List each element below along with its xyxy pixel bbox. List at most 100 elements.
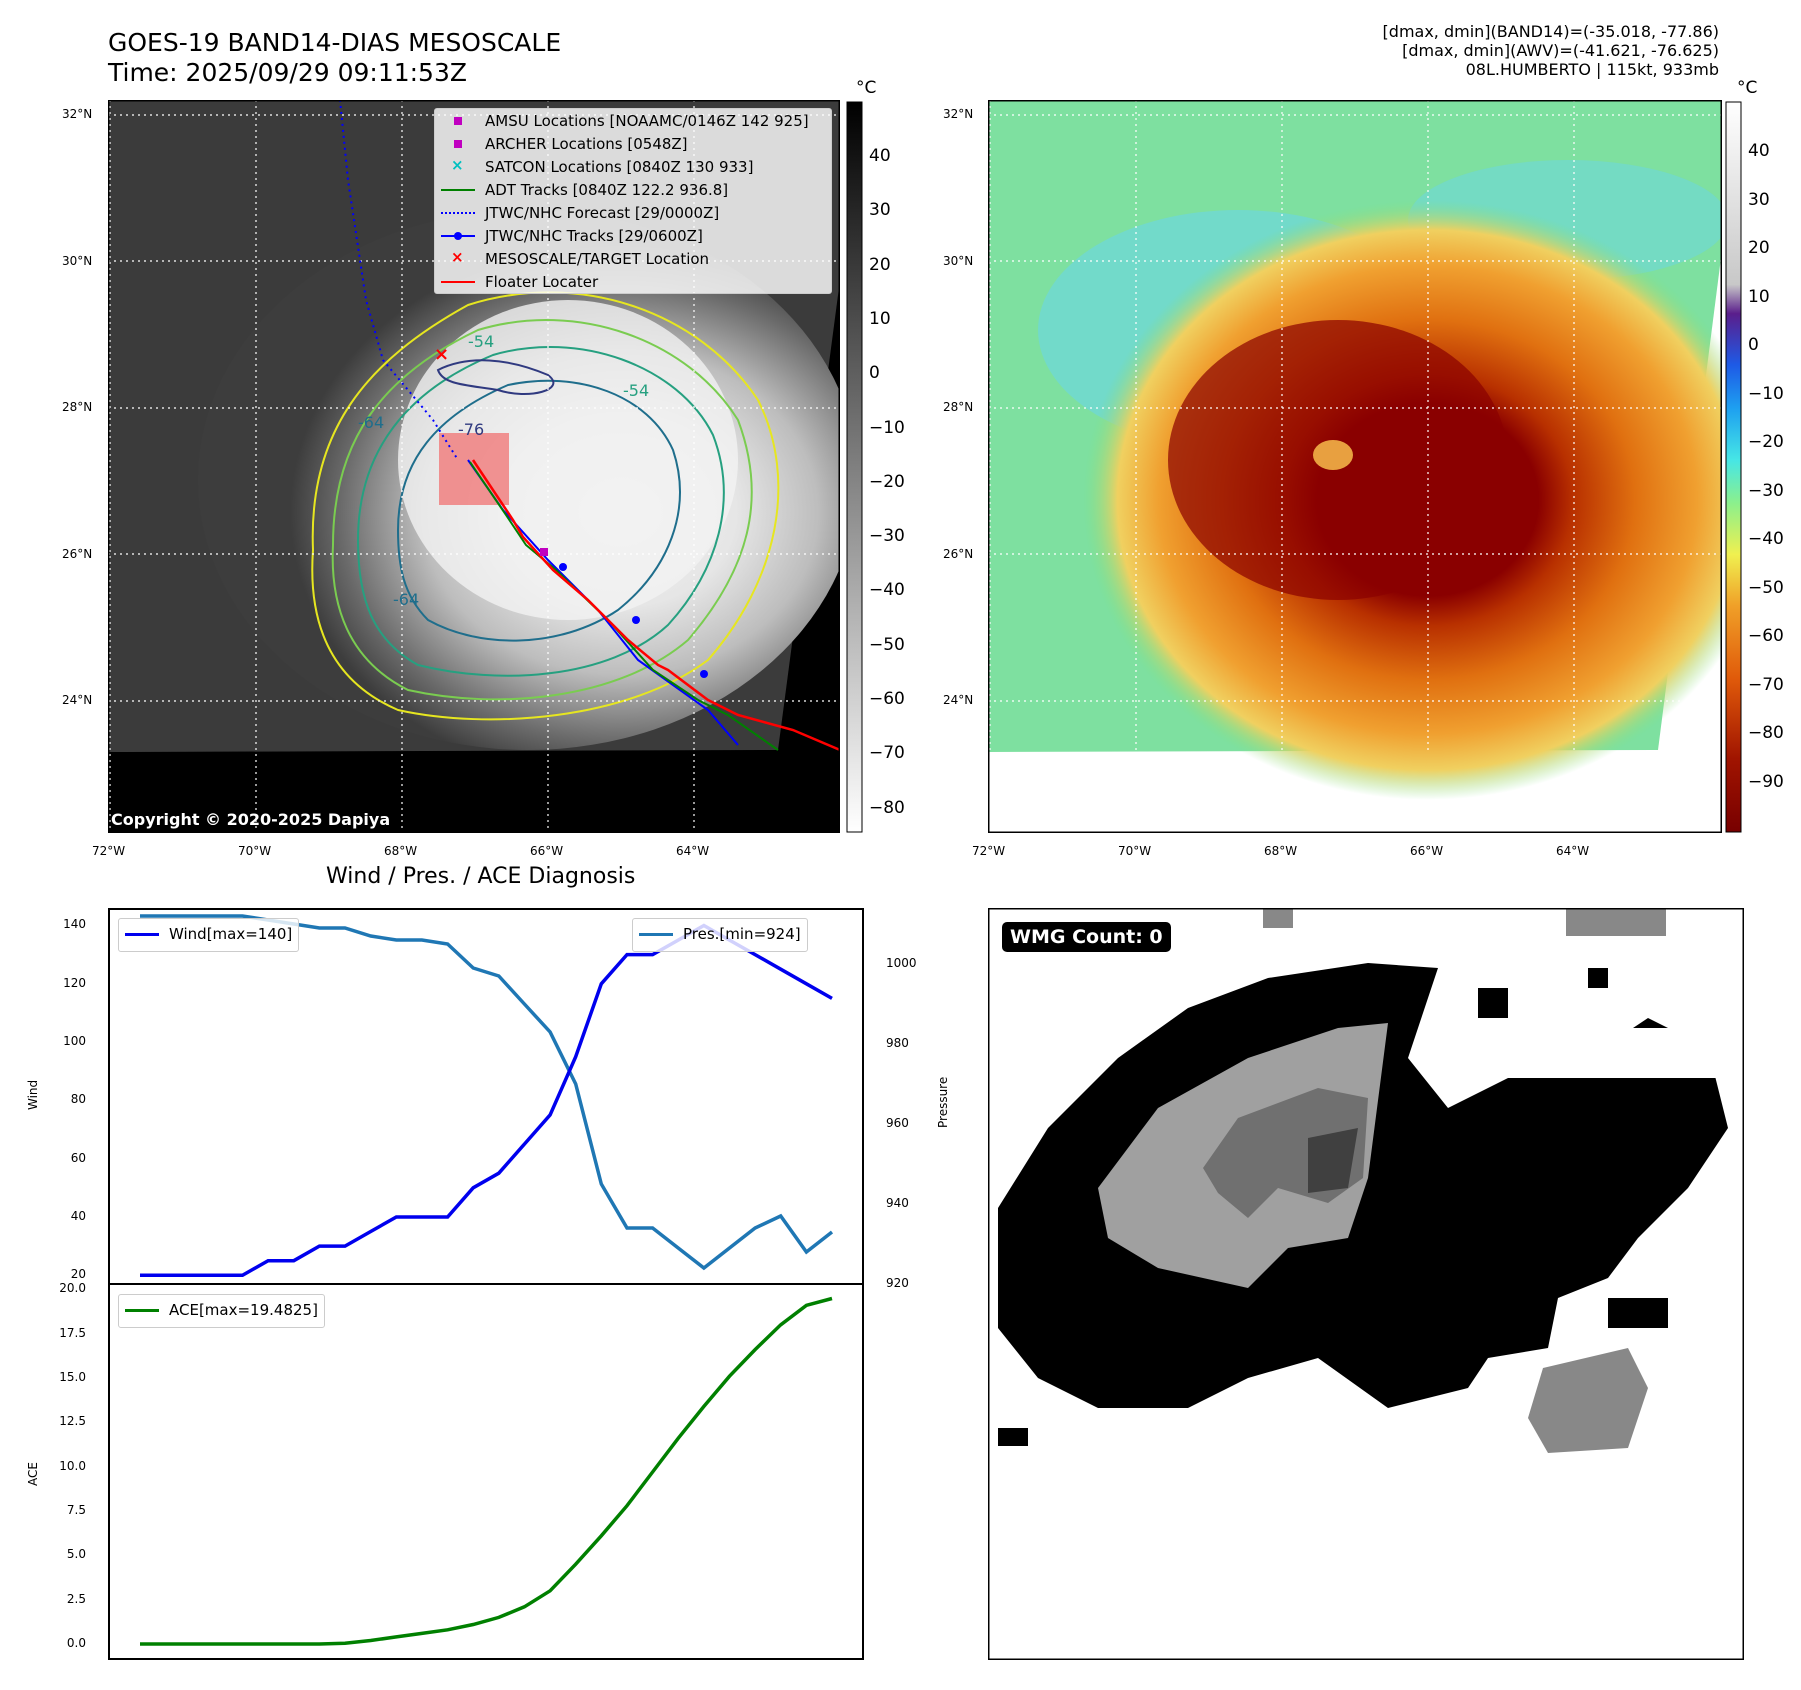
lat-label: 32°N	[62, 107, 93, 121]
lat-label: 26°N	[62, 547, 93, 561]
lat-label: 26°N	[943, 547, 974, 561]
wind-tick: 80	[70, 1092, 86, 1107]
gray-colorbar-tick: −60	[869, 689, 905, 709]
ace-tick: 2.5	[66, 1591, 86, 1606]
legend-label: AMSU Locations [NOAAMC/0146Z 142 925]	[485, 111, 809, 130]
legend-label: SATCON Locations [0840Z 130 933]	[485, 157, 754, 176]
legend-item: × SATCON Locations [0840Z 130 933]	[435, 155, 831, 178]
legend-label: JTWC/NHC Forecast [29/0000Z]	[485, 203, 720, 222]
color-colorbar-tick: −50	[1748, 577, 1784, 598]
color-colorbar-tick: 20	[1748, 238, 1770, 258]
ace-tick: 7.5	[66, 1503, 86, 1518]
legend-symbol-icon: ×	[451, 155, 464, 174]
color-ir-map	[988, 100, 1722, 833]
legend-item: JTWC/NHC Tracks [29/0600Z]	[435, 224, 831, 247]
color-colorbar-tick: −70	[1748, 674, 1784, 695]
wmg-dark-gray	[1308, 1128, 1358, 1193]
legend-label: ARCHER Locations [0548Z]	[485, 134, 688, 153]
lon-label: 66°W	[1410, 844, 1444, 858]
color-colorbar-tick: 10	[1748, 286, 1770, 307]
lat-label: 30°N	[943, 254, 974, 268]
lat-label: 32°N	[943, 107, 974, 121]
lon-label: 68°W	[384, 844, 418, 858]
forecast-track	[339, 100, 459, 461]
pressure-legend-swatch	[639, 927, 673, 941]
lat-label: 24°N	[62, 693, 93, 707]
legend-symbol-icon	[441, 114, 475, 128]
wind-axis-label: Wind	[26, 1079, 40, 1110]
color-colorbar-tick: −20	[1748, 432, 1784, 452]
title-time: Time: 2025/09/29 09:11:53Z	[108, 58, 467, 87]
lat-label: 28°N	[62, 400, 93, 414]
legend-label: MESOSCALE/TARGET Location	[485, 249, 710, 268]
color-colorbar-tick: −90	[1748, 771, 1784, 792]
gray-colorbar-tick: 10	[869, 308, 891, 329]
stats-awv: [dmax, dmin](AWV)=(-41.621, -76.625)	[1402, 41, 1719, 60]
lon-label: 68°W	[1264, 844, 1298, 858]
pressure-axis-label: Pressure	[936, 1076, 950, 1128]
legend-label: JTWC/NHC Tracks [29/0600Z]	[485, 226, 703, 245]
contour-blue	[396, 379, 681, 642]
gray-colorbar-tick: 40	[869, 146, 891, 166]
lat-label: 30°N	[62, 254, 93, 268]
contour-label: -64	[393, 590, 419, 609]
contour-label: -76	[458, 420, 484, 439]
stats-band14: [dmax, dmin](BAND14)=(-35.018, -77.86)	[1382, 22, 1719, 41]
legend-item: JTWC/NHC Forecast [29/0000Z]	[435, 201, 831, 224]
color-colorbar-tick: −10	[1748, 383, 1784, 404]
legend-item: × MESOSCALE/TARGET Location	[435, 247, 831, 270]
color-graticule	[988, 100, 1722, 752]
pressure-tick: 940	[886, 1196, 909, 1210]
gray-colorbar-tick: −30	[869, 526, 905, 547]
legend-symbol-icon	[441, 229, 475, 243]
gray-colorbar-tick: −40	[869, 580, 905, 601]
wind-legend-swatch	[125, 927, 159, 941]
contour-label: -54	[468, 332, 494, 351]
stats-title: [dmax, dmin](BAND14)=(-35.018, -77.86) […	[1383, 22, 1719, 79]
diagnosis-title: Wind / Pres. / ACE Diagnosis	[326, 864, 636, 889]
pressure-tick: 980	[886, 1036, 909, 1050]
lon-label: 70°W	[238, 844, 272, 858]
ace-chart	[108, 1284, 864, 1660]
color-colorbar-tick: −30	[1748, 480, 1784, 501]
pressure-tick: 1000	[886, 956, 917, 970]
ace-tick: 10.0	[59, 1458, 86, 1473]
color-colorbar	[1725, 101, 1742, 833]
wind-tick: 40	[70, 1208, 86, 1223]
ace-tick: 15.0	[59, 1370, 86, 1384]
lon-label: 64°W	[676, 844, 710, 858]
wind-tick: 20	[70, 1267, 86, 1282]
legend-symbol-icon	[441, 206, 475, 220]
ace-tick: 12.5	[59, 1414, 86, 1429]
wmg-count-badge: WMG Count: 0	[1002, 922, 1171, 952]
color-colorbar-tick: −40	[1748, 529, 1784, 549]
ace-line	[140, 1296, 833, 1646]
pressure-legend: Pres.[min=924]	[632, 918, 808, 952]
lon-label: 70°W	[1118, 844, 1152, 858]
wmg-panel	[988, 908, 1744, 1660]
lon-label: 66°W	[530, 844, 564, 858]
gray-colorbar-tick: −20	[869, 471, 905, 492]
gray-colorbar-tick: 30	[869, 200, 891, 221]
ace-tick: 0.0	[66, 1636, 86, 1651]
color-colorbar-tick: 40	[1748, 141, 1770, 161]
legend-symbol-icon	[441, 137, 475, 151]
wind-tick: 120	[63, 975, 86, 990]
wind-pressure-chart	[108, 908, 864, 1284]
svg-text:×: ×	[434, 344, 449, 365]
ace-tick: 17.5	[59, 1325, 86, 1340]
legend-item: Floater Locater	[435, 270, 831, 293]
gray-colorbar-tick: −80	[869, 797, 905, 818]
ace-tick: 20.0	[59, 1281, 86, 1296]
ace-axis-label: ACE	[26, 1462, 40, 1486]
gray-colorbar	[846, 101, 863, 833]
legend-item: ADT Tracks [0840Z 122.2 936.8]	[435, 178, 831, 201]
legend-symbol-icon: ×	[451, 247, 464, 266]
wind-tick: 140	[63, 917, 86, 932]
lon-label: 72°W	[972, 844, 1006, 858]
gray-colorbar-tick: −70	[869, 743, 905, 764]
wmg-gray-blob	[1528, 1348, 1648, 1453]
ace-tick: 5.0	[66, 1547, 86, 1562]
legend-item: AMSU Locations [NOAAMC/0146Z 142 925]	[435, 109, 831, 132]
wind-tick: 60	[70, 1150, 86, 1165]
